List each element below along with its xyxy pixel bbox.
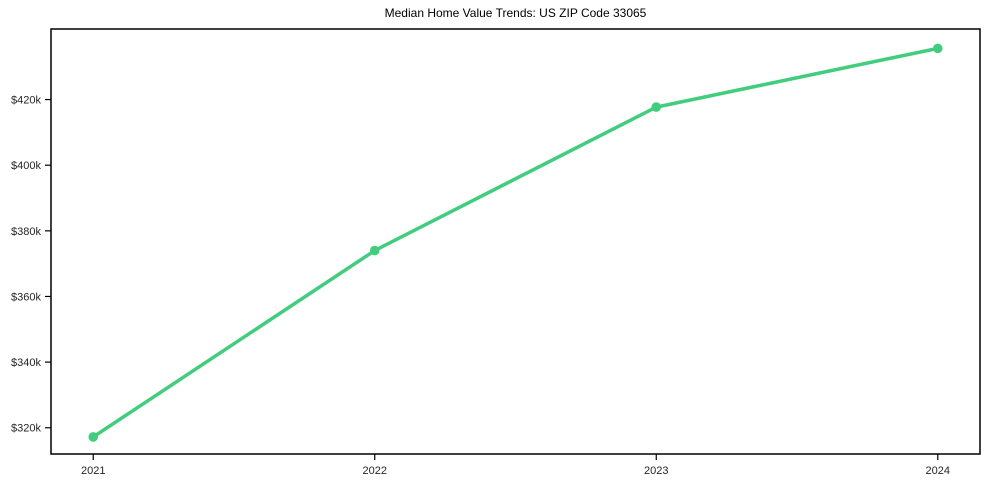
y-tick-label: $400k [11,160,41,172]
chart-title: Median Home Value Trends: US ZIP Code 33… [384,6,647,20]
y-tick-label: $420k [11,95,41,107]
data-point-marker [88,432,99,442]
x-tick-label: 2021 [81,465,105,477]
x-tick-label: 2023 [644,465,668,477]
plot-frame [50,28,981,455]
trend-line [91,46,940,439]
data-point-marker [369,245,380,256]
y-tick-label: $360k [11,291,41,303]
data-point-marker [932,43,943,54]
x-tick-label: 2024 [926,465,950,477]
y-tick-label: $380k [11,226,41,238]
y-tick-label: $320k [11,423,41,435]
y-tick-label: $340k [11,357,41,369]
data-point-marker [651,102,662,112]
x-tick-label: 2022 [363,465,387,477]
